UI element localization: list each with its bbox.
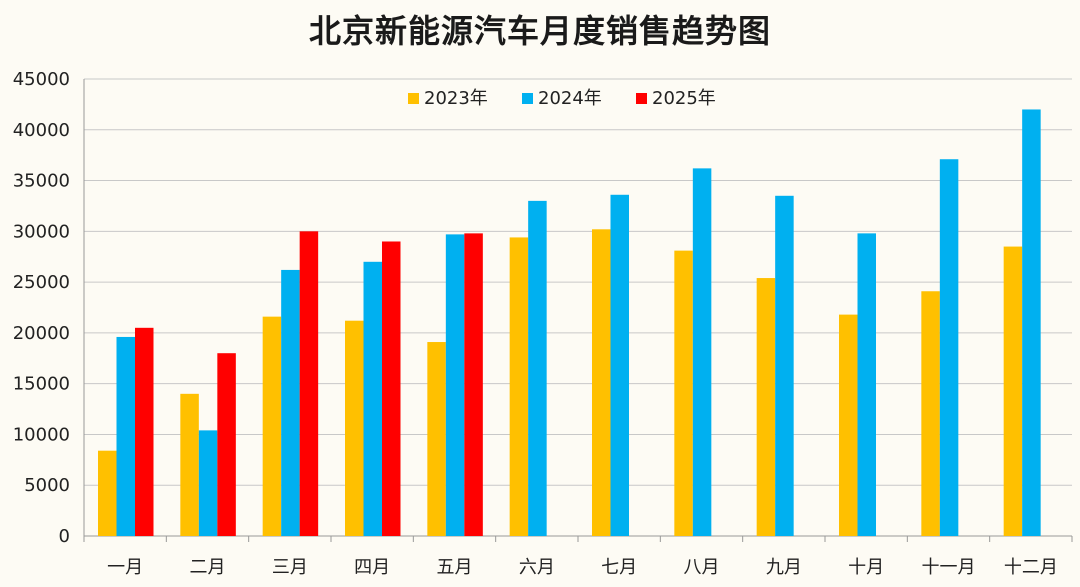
x-tick-label: 六月 bbox=[519, 557, 555, 578]
bar-2023年-四月 bbox=[345, 320, 364, 536]
bar-2024年-十一月 bbox=[939, 159, 959, 536]
bar-2024年-三月 bbox=[281, 269, 300, 536]
y-tick-label: 35000 bbox=[13, 171, 70, 192]
legend-swatch-2024年 bbox=[522, 93, 533, 104]
y-tick-label: 10000 bbox=[13, 424, 70, 445]
x-tick-label: 八月 bbox=[684, 557, 720, 578]
x-tick-label: 十月 bbox=[848, 557, 884, 578]
bar-2024年-六月 bbox=[528, 200, 547, 536]
chart-title: 北京新能源汽车月度销售趋势图 bbox=[308, 12, 771, 50]
legend-label: 2024年 bbox=[538, 88, 602, 109]
bar-2023年-六月 bbox=[509, 237, 529, 536]
y-tick-label: 15000 bbox=[13, 374, 70, 395]
y-tick-label: 5000 bbox=[24, 475, 70, 496]
x-tick-label: 十二月 bbox=[1004, 557, 1058, 578]
x-tick-label: 三月 bbox=[272, 557, 308, 578]
bar-2023年-二月 bbox=[180, 393, 199, 536]
bar-2025年-五月 bbox=[464, 233, 483, 536]
bar-2024年-十月 bbox=[857, 233, 876, 536]
bar-2023年-八月 bbox=[674, 250, 693, 536]
legend-swatch-2025年 bbox=[636, 93, 647, 104]
y-tick-label: 30000 bbox=[13, 221, 70, 242]
bar-2023年-十二月 bbox=[1003, 246, 1023, 537]
bar-2024年-八月 bbox=[692, 168, 712, 536]
y-tick-label: 25000 bbox=[13, 272, 70, 293]
legend-swatch-2023年 bbox=[408, 93, 419, 104]
bar-2023年-一月 bbox=[98, 450, 117, 536]
bar-2024年-九月 bbox=[775, 195, 794, 537]
bar-2025年-二月 bbox=[217, 353, 236, 536]
bar-2024年-七月 bbox=[610, 194, 629, 537]
x-tick-label: 二月 bbox=[190, 557, 226, 578]
bar-2024年-五月 bbox=[445, 234, 465, 536]
bar-2025年-三月 bbox=[299, 231, 319, 537]
legend-label: 2025年 bbox=[652, 88, 716, 109]
x-tick-label: 十一月 bbox=[922, 557, 976, 578]
bar-2023年-三月 bbox=[262, 316, 282, 536]
x-tick-label: 四月 bbox=[354, 557, 390, 578]
bar-2024年-一月 bbox=[116, 336, 135, 536]
bar-2025年-一月 bbox=[135, 327, 154, 536]
bar-2024年-二月 bbox=[198, 430, 218, 536]
x-tick-label: 九月 bbox=[766, 557, 802, 578]
y-tick-label: 0 bbox=[59, 526, 70, 547]
bar-2023年-九月 bbox=[756, 278, 776, 536]
bar-2023年-十一月 bbox=[921, 291, 940, 536]
y-tick-label: 20000 bbox=[13, 323, 70, 344]
bar-2023年-七月 bbox=[592, 229, 611, 536]
bar-2024年-十二月 bbox=[1022, 109, 1041, 536]
x-tick-label: 五月 bbox=[437, 557, 473, 578]
legend-label: 2023年 bbox=[424, 88, 488, 109]
bar-2023年-五月 bbox=[427, 342, 446, 536]
bar-2023年-十月 bbox=[839, 314, 858, 536]
bar-2024年-四月 bbox=[363, 261, 382, 536]
y-tick-label: 40000 bbox=[13, 120, 70, 141]
bar-2025年-四月 bbox=[382, 241, 401, 536]
y-tick-label: 45000 bbox=[13, 69, 70, 90]
x-tick-label: 一月 bbox=[107, 557, 143, 578]
x-tick-label: 七月 bbox=[601, 557, 637, 578]
